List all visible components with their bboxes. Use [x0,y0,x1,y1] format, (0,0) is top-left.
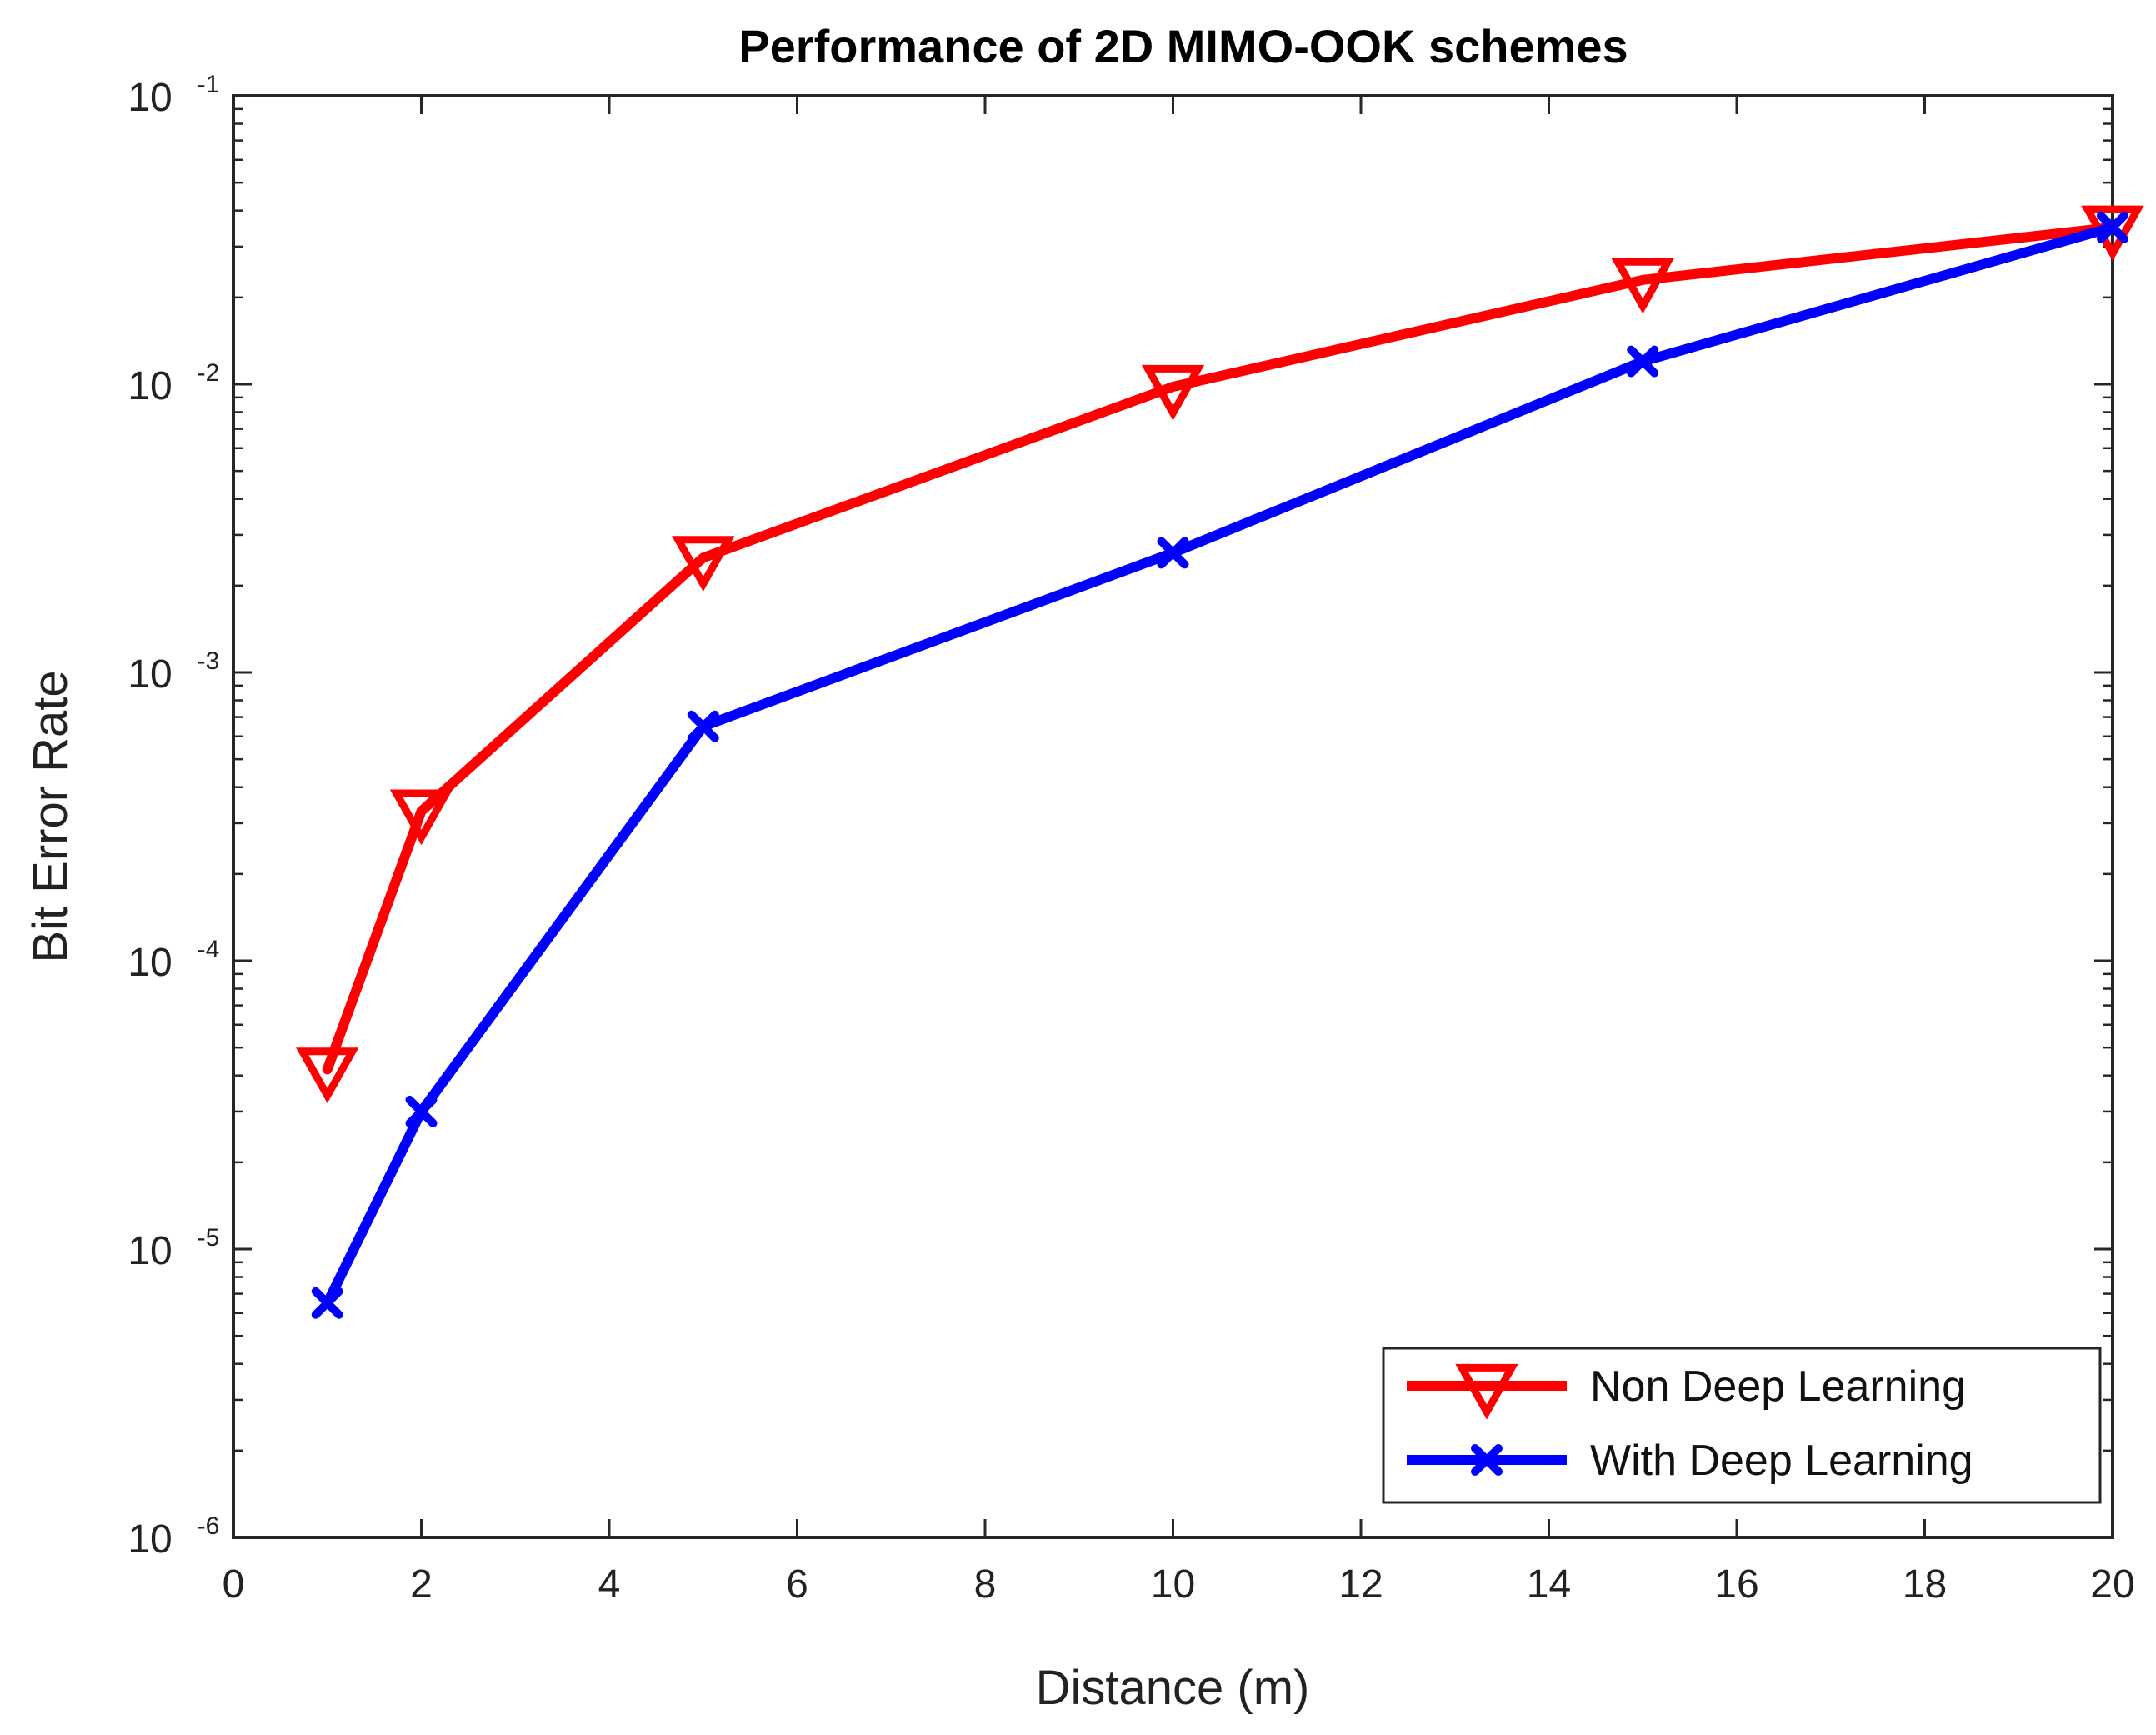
y-tick-labels: 10 -6 10 -5 10 -4 10 -3 10 -2 10 -1 [128,71,219,1562]
series-line-with-deep-learning [322,222,2118,1308]
data-point-with-deep-learning [1157,537,1189,569]
series-layer [296,205,2144,1319]
legend-label-with-deep-learning: With Deep Learning [1590,1437,1973,1485]
series-with-deep-learning [311,211,2128,1319]
data-point-with-deep-learning-stroke-b [687,710,719,742]
y-tick-label-exponent: -5 [198,1224,220,1252]
data-point-with-deep-learning-stroke-b [2097,211,2128,243]
axis-ticks [232,94,2114,1539]
x-tick-label: 20 [2090,1562,2134,1607]
y-tick-label: 10 [128,1518,172,1562]
plot-area [232,94,2114,1539]
data-point-with-deep-learning [1627,345,1659,378]
legend-marker-with-deep-learning-stroke-b [1471,1444,1503,1476]
data-point-with-deep-learning-stroke-b [1627,345,1659,378]
x-tick-label: 16 [1714,1562,1758,1607]
x-tick-label: 4 [598,1562,621,1607]
y-tick-label: 10 [128,1229,172,1273]
x-tick-label: 2 [410,1562,433,1607]
data-point-with-deep-learning [2097,211,2128,243]
y-tick-label-exponent: -1 [198,71,220,98]
data-point-with-deep-learning [687,710,719,742]
y-tick-label-exponent: -3 [198,648,220,675]
legend-box [1382,1347,2102,1504]
y-tick-label: 10 [128,652,172,697]
y-tick-label: 10 [128,76,172,120]
data-point-with-deep-learning-stroke-b [311,1287,343,1319]
x-tick-label: 8 [974,1562,997,1607]
data-point-with-deep-learning-stroke-b [405,1095,438,1128]
series-line-non-deep-learning [322,222,2118,1075]
y-tick-label-exponent: -4 [198,936,220,963]
y-tick-label-exponent: -6 [198,1512,220,1540]
data-point-non-deep-learning [1141,364,1205,421]
legend-entry-non-deep-learning: Non Deep Learning [1407,1362,1966,1420]
x-tick-label: 18 [1903,1562,1947,1607]
data-point-with-deep-learning [405,1095,438,1128]
legend-marker-with-deep-learning [1471,1444,1503,1476]
y-axis-label: Bit Error Rate [23,670,78,962]
y-tick-label: 10 [128,941,172,985]
legend-label-non-deep-learning: Non Deep Learning [1590,1362,1966,1411]
x-tick-label: 12 [1338,1562,1383,1607]
x-axis-label: Distance (m) [1036,1661,1310,1715]
data-point-with-deep-learning-stroke-b [1157,537,1189,569]
legend-entries: Non Deep Learning With Deep Learning [1407,1362,1973,1485]
y-tick-label: 10 [128,364,172,408]
legend-entry-with-deep-learning: With Deep Learning [1407,1437,1973,1485]
x-tick-label: 0 [223,1562,245,1607]
x-tick-label: 10 [1151,1562,1195,1607]
data-point-non-deep-learning [389,789,453,846]
data-point-with-deep-learning [311,1287,343,1319]
x-tick-label: 6 [786,1562,808,1607]
x-tick-labels: 0 2 4 6 8 10 12 14 16 18 20 [223,1562,2135,1607]
legend-marker-non-deep-learning [1455,1363,1518,1420]
data-point-non-deep-learning [672,536,735,592]
legend: Non Deep Learning With Deep Learning [1382,1347,2102,1504]
x-tick-label: 14 [1527,1562,1571,1607]
chart-title: Performance of 2D MIMO-OOK schemes [738,20,1628,72]
data-point-non-deep-learning [1611,258,1674,314]
data-point-non-deep-learning [296,1048,359,1104]
y-tick-label-exponent: -2 [198,359,220,387]
